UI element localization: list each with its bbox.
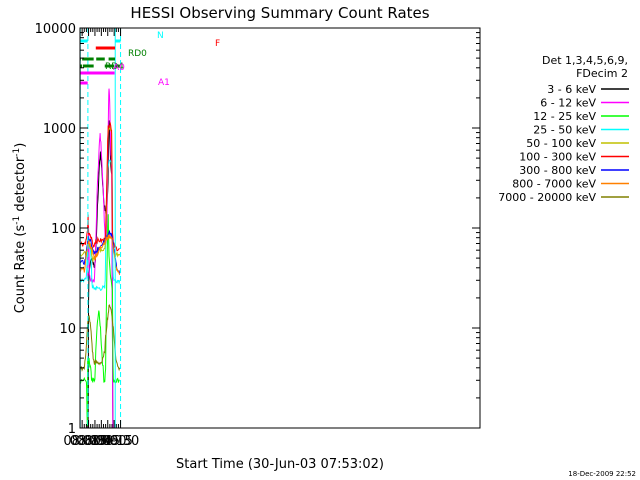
y-axis-label-sup1: -1 (12, 216, 22, 225)
y-tick-label: 10000 (35, 22, 76, 37)
legend-entry-label: 3 - 6 keV (547, 83, 596, 96)
plot-frame (79, 27, 481, 429)
series-line (80, 304, 121, 372)
series-line (80, 159, 121, 291)
flag-bar-label: N (157, 31, 164, 41)
x-tick-label: 09:15 (95, 434, 132, 449)
x-tick-label: 08:00 (63, 434, 100, 449)
legend-entry-label: 100 - 300 keV (519, 151, 596, 164)
y-tick-label: 1000 (43, 122, 76, 137)
legend-entry-label: 25 - 50 keV (533, 124, 596, 137)
x-axis-label: Start Time (30-Jun-03 07:53:02) (176, 457, 384, 472)
legend-entry-label: 7000 - 20000 keV (498, 191, 596, 204)
y-axis-label-end: ) (13, 143, 28, 148)
flag-bar-label: A0 (113, 63, 125, 73)
y-axis-label-mid: detector (13, 156, 28, 216)
chart-title: HESSI Observing Summary Count Rates (130, 4, 429, 22)
generation-timestamp: 18-Dec-2009 22:52 (568, 470, 636, 478)
series-line (80, 121, 120, 252)
legend-entry-label: 12 - 25 keV (533, 110, 596, 123)
y-axis-label-main: Count Rate (s (13, 225, 28, 314)
legend-entry-label: 6 - 12 keV (540, 97, 596, 110)
flag-bar-label: A1 (158, 78, 170, 88)
y-tick-label: 100 (51, 222, 76, 237)
y-axis: 1 10 100 1000 10000 (35, 22, 480, 437)
legend-header-2: FDecim 2 (576, 67, 628, 80)
flag-bar-label: RD0 (128, 49, 147, 59)
y-tick-label: 1 (68, 422, 76, 437)
flag-bar-label: F (215, 39, 220, 49)
y-axis-label-sup2: -1 (12, 148, 22, 157)
y-axis-label: Count Rate (s-1 detector-1) (12, 143, 28, 314)
legend-entry-label: 800 - 7000 keV (512, 178, 596, 191)
x-tick-label: 08:45 (83, 434, 120, 449)
x-tick-label: 08:15 (70, 434, 107, 449)
x-tick-label: 09:30 (102, 434, 139, 449)
legend-header-1: Det 1,3,4,5,6,9, (542, 54, 628, 67)
x-tick-label: 08:30 (76, 434, 113, 449)
y-tick-label: 10 (59, 322, 76, 337)
flag-bar-label: RD4 (105, 62, 124, 72)
series-line (80, 234, 121, 276)
legend-entry-label: 50 - 100 keV (526, 137, 596, 150)
x-tick-label: 09:00 (89, 434, 126, 449)
legend-entry-label: 300 - 800 keV (519, 164, 596, 177)
